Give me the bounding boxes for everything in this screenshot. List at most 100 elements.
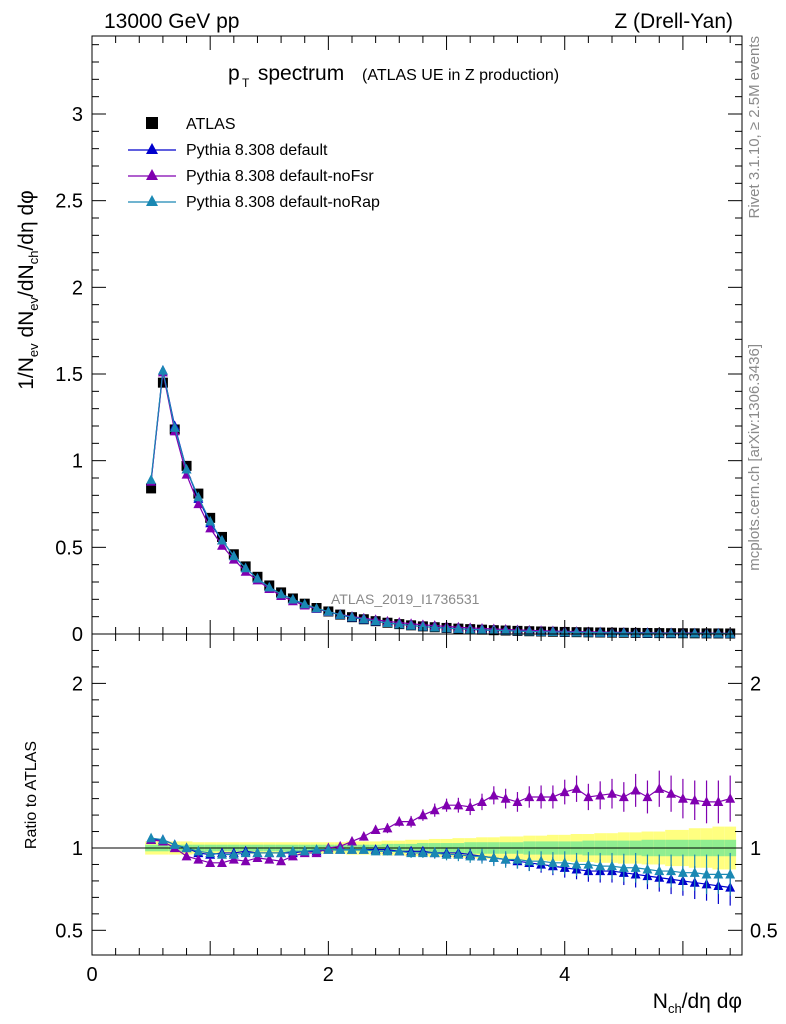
ratio-y-tick-label-right: 1 <box>750 838 761 860</box>
ratio-y-tick-label: 1 <box>72 838 83 860</box>
ratio-series-marker <box>488 852 499 863</box>
main-y-tick-label: 1 <box>72 451 83 473</box>
ratio-series-marker <box>701 868 712 879</box>
x-tick-label: 0 <box>86 964 97 986</box>
main-y-tick-label: 0.5 <box>55 537 83 559</box>
ratio-series-marker <box>228 854 239 864</box>
ratio-series-marker <box>725 793 736 803</box>
legend: ATLAS Pythia 8.308 default Pythia 8.308 … <box>128 116 380 211</box>
main-y-tick-label: 3 <box>72 104 83 126</box>
main-series-marker <box>370 615 381 626</box>
ratio-series-marker <box>595 789 606 800</box>
ratio-series-marker <box>559 857 570 867</box>
mcplots-label: mcplots.cern.ch [arXiv:1306.3436] <box>746 344 763 571</box>
ratio-series-marker <box>500 854 511 864</box>
main-series-marker <box>276 588 287 599</box>
analysis-watermark: ATLAS_2019_I1736531 <box>331 591 480 607</box>
main-series-marker <box>264 581 275 592</box>
ratio-series-marker <box>630 862 641 872</box>
ratio-series-marker <box>406 816 417 826</box>
x-tick-label: 4 <box>559 964 570 986</box>
ratio-series-marker <box>382 822 393 833</box>
ratio-series-marker <box>240 847 251 858</box>
main-series-marker <box>335 609 346 619</box>
ratio-series-marker <box>547 791 558 802</box>
x-tick-label: 2 <box>323 964 334 986</box>
main-series-marker <box>193 498 204 509</box>
ratio-series-marker <box>217 849 227 859</box>
ratio-series-marker <box>701 796 712 807</box>
ratio-series-marker <box>512 854 523 864</box>
ratio-series-marker <box>500 793 511 803</box>
ratio-series-marker <box>252 847 263 858</box>
ratio-series-marker <box>406 847 417 858</box>
ratio-series-marker <box>323 844 334 854</box>
ratio-series-marker <box>205 847 216 858</box>
legend-marker-default <box>146 143 158 154</box>
main-series-marker <box>299 598 310 609</box>
atlas-data-point <box>157 377 168 388</box>
ratio-series-marker <box>725 868 736 879</box>
ratio-series-marker <box>547 857 558 867</box>
ratio-series-marker <box>287 845 298 856</box>
ratio-series-marker <box>240 855 251 866</box>
x-axis-label: Nch/dη dφ <box>653 990 742 1016</box>
ratio-series-marker <box>181 850 192 861</box>
main-series-marker <box>181 463 192 474</box>
ratio-series-marker <box>146 832 157 843</box>
main-series-marker <box>240 562 251 573</box>
ratio-series-marker <box>524 855 535 866</box>
legend-label-norap: Pythia 8.308 default-noRap <box>186 194 380 211</box>
ratio-series-marker <box>677 793 688 803</box>
ratio-series-marker <box>618 862 629 872</box>
main-series-marker <box>146 474 157 484</box>
ratio-series-marker <box>417 809 428 820</box>
main-series-marker <box>477 624 487 634</box>
ratio-series-marker <box>429 804 440 815</box>
ratio-series-marker <box>571 858 582 869</box>
ratio-series-marker <box>441 799 452 810</box>
main-series-marker <box>689 627 700 638</box>
main-series-marker <box>453 623 464 633</box>
ratio-series-marker <box>630 784 641 795</box>
ratio-frame <box>91 633 743 956</box>
ratio-series-marker <box>311 844 322 854</box>
main-series-marker <box>205 515 216 526</box>
ratio-series-marker <box>666 788 677 798</box>
ratio-series-marker <box>228 849 239 859</box>
ratio-series-marker <box>394 816 405 826</box>
ratio-series-marker <box>370 824 381 835</box>
main-series-marker <box>311 602 322 613</box>
main-y-tick-label: 2.5 <box>55 191 83 213</box>
ratio-series-marker <box>181 842 192 853</box>
ratio-series-marker <box>583 858 594 869</box>
main-y-tick-label: 0 <box>72 624 83 646</box>
ratio-series-marker <box>193 845 204 856</box>
ratio-series-marker <box>666 865 677 876</box>
chart-title-paren: (ATLAS UE in Z production) <box>362 67 559 84</box>
main-y-axis: 0 0.5 1 1.5 2 2.5 3 <box>55 44 742 646</box>
ratio-series-marker <box>417 847 428 858</box>
ratio-series-marker <box>465 801 476 811</box>
ratio-series-marker <box>642 791 653 802</box>
ratio-series-marker <box>524 791 535 802</box>
ratio-series-marker <box>252 852 263 863</box>
rivet-label: Rivet 3.1.10, ≥ 2.5M events <box>746 36 763 219</box>
legend-marker-norap <box>146 195 158 206</box>
ratio-series-marker <box>453 849 464 859</box>
ratio-series-marker <box>157 834 168 844</box>
ratio-series-marker <box>536 791 547 802</box>
ratio-series-marker <box>264 854 275 864</box>
ratio-series-marker <box>488 789 499 800</box>
legend-label-nofsr: Pythia 8.308 default-noFsr <box>186 168 374 185</box>
ratio-series-marker <box>642 863 653 874</box>
main-series-marker <box>169 422 180 432</box>
ratio-data <box>146 770 736 906</box>
ratio-series-marker <box>654 865 665 876</box>
atlas-data-point <box>146 483 157 494</box>
ratio-y-axis: 0.5 0.5 1 1 2 2 <box>55 649 778 942</box>
ratio-series-marker <box>287 850 298 861</box>
main-series-marker <box>394 618 405 629</box>
main-series-marker <box>382 617 393 628</box>
ratio-series-marker <box>394 845 405 856</box>
